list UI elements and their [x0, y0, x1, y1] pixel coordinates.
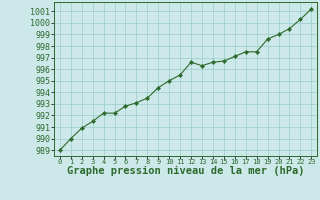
X-axis label: Graphe pression niveau de la mer (hPa): Graphe pression niveau de la mer (hPa) [67, 166, 304, 176]
